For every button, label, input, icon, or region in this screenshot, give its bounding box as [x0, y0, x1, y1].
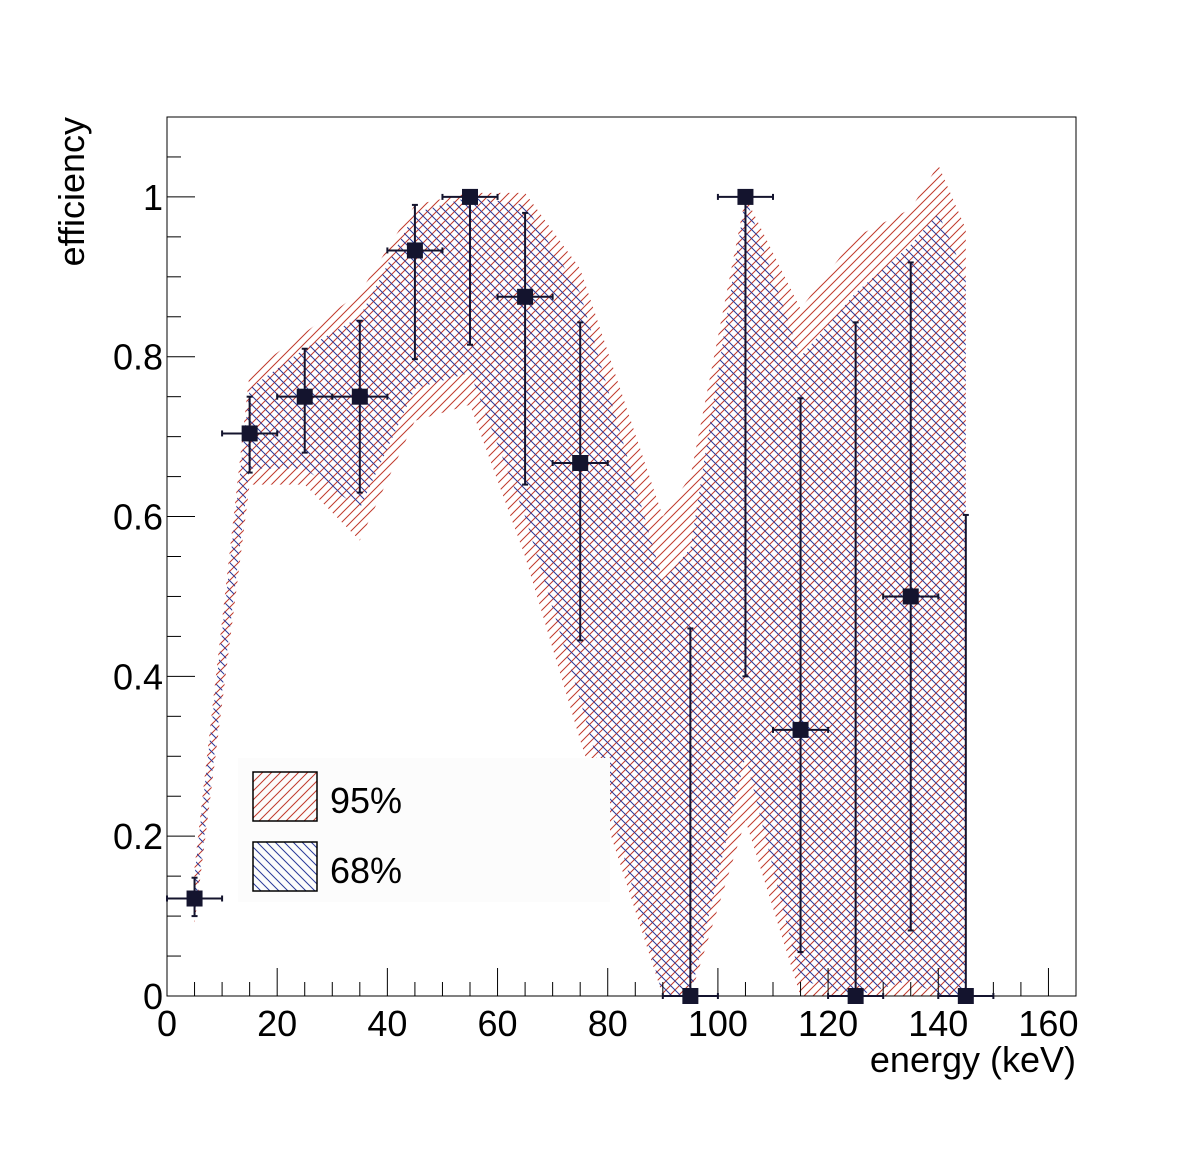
- data-point: [661, 627, 719, 1004]
- data-point: [276, 347, 334, 454]
- y-tick-label: 0.4: [113, 656, 163, 697]
- point-marker: [406, 242, 423, 259]
- x-tick-label: 160: [1018, 1003, 1078, 1044]
- data-point: [551, 321, 609, 642]
- legend-label-68: 68%: [330, 850, 402, 891]
- legend: 95% 68%: [238, 758, 610, 902]
- point-marker: [296, 388, 313, 405]
- data-points: [166, 188, 995, 1004]
- point-marker: [902, 588, 919, 605]
- x-tick-label: 20: [257, 1003, 297, 1044]
- data-point: [166, 876, 224, 918]
- point-marker: [792, 721, 809, 738]
- point-marker: [517, 288, 534, 305]
- x-tick-label: 80: [588, 1003, 628, 1044]
- data-point: [441, 188, 499, 346]
- point-marker: [241, 425, 258, 442]
- data-point: [716, 188, 774, 678]
- data-point: [496, 211, 554, 486]
- data-point: [827, 321, 885, 1004]
- y-tick-label: 0.6: [113, 497, 163, 538]
- point-marker: [186, 890, 203, 907]
- x-tick-label: 120: [798, 1003, 858, 1044]
- y-axis-title: efficiency: [51, 117, 92, 266]
- point-marker: [572, 455, 589, 472]
- point-marker: [957, 988, 974, 1004]
- x-tick-label: 60: [478, 1003, 518, 1044]
- x-tick-label: 140: [908, 1003, 968, 1044]
- legend-swatch-68: [252, 841, 318, 892]
- axis-ticks: [166, 116, 1077, 997]
- legend-swatch-95: [252, 771, 318, 822]
- data-point: [882, 261, 940, 932]
- point-marker: [847, 988, 864, 1004]
- data-point: [937, 513, 995, 1004]
- y-tick-label: 0: [143, 976, 163, 1017]
- y-tick-label: 0.8: [113, 337, 163, 378]
- tick-labels: 0 20 40 60 80 100 120 140 160 0 0.2 0.4 0.6 0.8 1: [113, 177, 1079, 1044]
- x-tick-label: 100: [688, 1003, 748, 1044]
- data-point: [772, 397, 830, 954]
- data-point: [221, 395, 279, 474]
- y-tick-label: 0.2: [113, 816, 163, 857]
- y-tick-label: 1: [143, 177, 163, 218]
- x-axis-title: energy (keV): [870, 1039, 1076, 1080]
- point-marker: [462, 188, 478, 205]
- data-point: [331, 319, 389, 494]
- data-point: [386, 203, 444, 361]
- legend-label-95: 95%: [330, 780, 402, 821]
- point-marker: [351, 388, 368, 405]
- point-marker: [737, 188, 754, 205]
- x-tick-label: 40: [367, 1003, 407, 1044]
- x-tick-label: 0: [157, 1003, 177, 1044]
- point-marker: [682, 988, 699, 1004]
